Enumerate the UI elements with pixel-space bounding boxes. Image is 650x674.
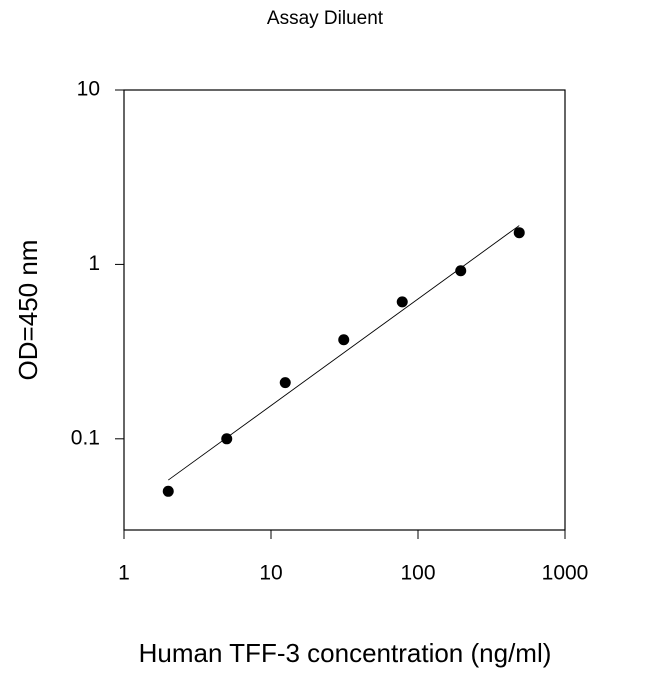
data-point [162, 485, 174, 497]
data-point [513, 227, 525, 239]
x-axis-label: Human TFF-3 concentration (ng/ml) [139, 638, 552, 668]
data-point [279, 377, 291, 389]
x-tick-label: 10 [259, 562, 282, 585]
fit-line [167, 225, 520, 481]
y-tick-label: 10 [77, 78, 100, 101]
y-tick-label: 1 [88, 252, 100, 275]
y-axis-label: OD=450 nm [13, 240, 43, 381]
plot-frame [123, 89, 566, 531]
x-tick-label: 1 [118, 562, 130, 585]
x-tick-label: 1000 [542, 562, 589, 585]
x-tick-label: 100 [400, 562, 435, 585]
chart-title: Assay Diluent [267, 8, 384, 29]
data-point [338, 334, 350, 346]
data-point [396, 296, 408, 308]
y-tick-label: 0.1 [71, 426, 100, 449]
data-point [455, 265, 467, 277]
